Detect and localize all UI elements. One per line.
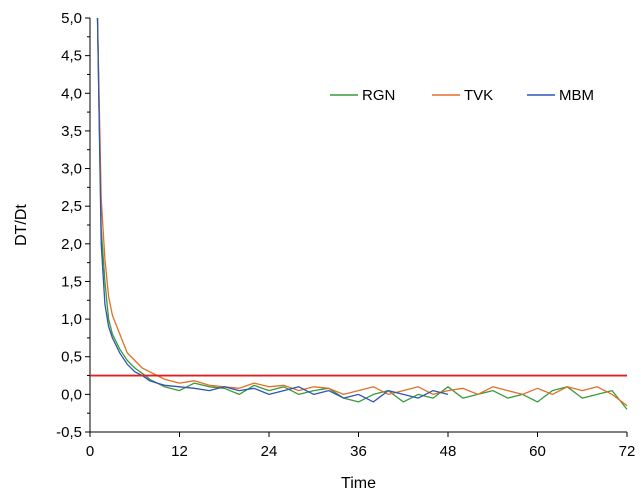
legend-label-mbm: MBM: [559, 87, 594, 104]
series-line-rgn: [96, 17, 628, 410]
x-tick-label: 36: [350, 443, 367, 460]
y-tick-label: 4,0: [61, 85, 82, 102]
y-tick-label: 0,5: [61, 349, 82, 366]
legend-label-tvk: TVK: [464, 87, 493, 104]
y-tick-label: 1,5: [61, 273, 82, 290]
y-tick-label: -0,5: [56, 424, 82, 441]
x-tick-label: 48: [440, 443, 457, 460]
legend: RGN TVK MBM: [330, 87, 594, 104]
y-tick-label: 3,5: [61, 123, 82, 140]
series-line-mbm: [96, 17, 449, 403]
axes: [89, 18, 627, 433]
y-axis-title: DT/Dt: [13, 204, 30, 246]
y-tick-label: 2,0: [61, 236, 82, 253]
tick-labels: -0,5 0,0 0,5 1,0 1,5 2,0 2,5 3,0 3,5 4,0 4,5 5,0 0 12…: [56, 10, 635, 460]
x-tick-label: 0: [86, 443, 94, 460]
y-tick-label: 5,0: [61, 10, 82, 27]
x-tick-label: 12: [171, 443, 188, 460]
y-tick-label: 2,5: [61, 198, 82, 215]
y-tick-label: 3,0: [61, 161, 82, 178]
tick-marks: [85, 17, 628, 437]
y-tick-label: 4,5: [61, 48, 82, 65]
x-tick-label: 60: [529, 443, 546, 460]
legend-label-rgn: RGN: [362, 87, 395, 104]
x-tick-label: 72: [619, 443, 636, 460]
y-tick-label: 0,0: [61, 386, 82, 403]
series-line-tvk: [96, 17, 628, 407]
x-tick-label: 24: [261, 443, 278, 460]
series-layer: [96, 17, 628, 410]
x-axis-title: Time: [341, 475, 376, 492]
y-tick-label: 1,0: [61, 311, 82, 328]
